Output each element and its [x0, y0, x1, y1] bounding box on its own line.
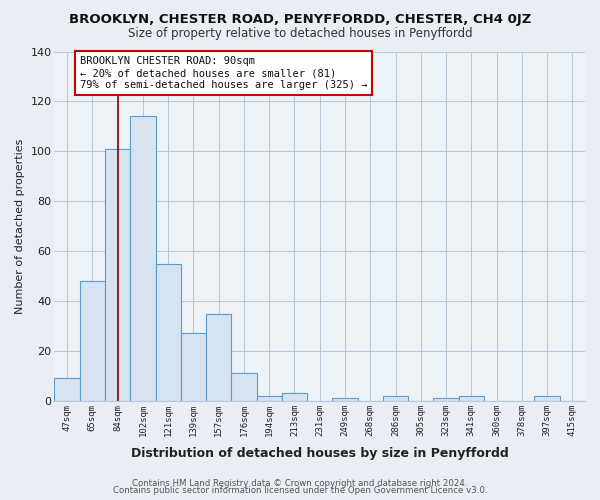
Y-axis label: Number of detached properties: Number of detached properties: [15, 138, 25, 314]
Bar: [257, 396, 282, 401]
Bar: [535, 396, 560, 401]
Text: Contains public sector information licensed under the Open Government Licence v3: Contains public sector information licen…: [113, 486, 487, 495]
Bar: [458, 396, 484, 401]
Bar: [206, 314, 232, 401]
Bar: [232, 374, 257, 401]
Bar: [332, 398, 358, 401]
Bar: [181, 334, 206, 401]
Bar: [105, 149, 130, 401]
Bar: [433, 398, 458, 401]
Bar: [80, 281, 105, 401]
Text: BROOKLYN CHESTER ROAD: 90sqm
← 20% of detached houses are smaller (81)
79% of se: BROOKLYN CHESTER ROAD: 90sqm ← 20% of de…: [80, 56, 367, 90]
Text: Contains HM Land Registry data © Crown copyright and database right 2024.: Contains HM Land Registry data © Crown c…: [132, 478, 468, 488]
Bar: [55, 378, 80, 401]
Bar: [282, 394, 307, 401]
Bar: [155, 264, 181, 401]
Text: Size of property relative to detached houses in Penyffordd: Size of property relative to detached ho…: [128, 28, 472, 40]
Bar: [383, 396, 408, 401]
Bar: [130, 116, 155, 401]
Text: BROOKLYN, CHESTER ROAD, PENYFFORDD, CHESTER, CH4 0JZ: BROOKLYN, CHESTER ROAD, PENYFFORDD, CHES…: [69, 12, 531, 26]
X-axis label: Distribution of detached houses by size in Penyffordd: Distribution of detached houses by size …: [131, 447, 509, 460]
